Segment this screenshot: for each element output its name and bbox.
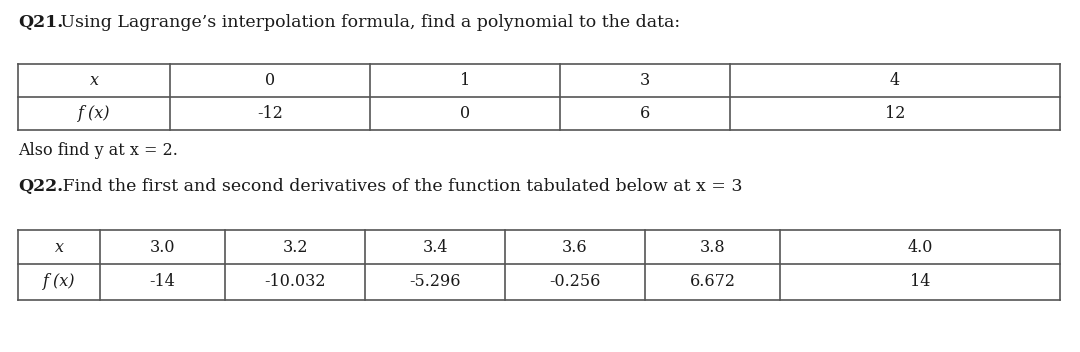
Text: Q22.: Q22. (18, 178, 63, 195)
Text: 0: 0 (265, 72, 275, 89)
Text: 6: 6 (639, 105, 650, 122)
Text: 6.672: 6.672 (689, 274, 735, 290)
Text: 0: 0 (460, 105, 470, 122)
Text: -14: -14 (149, 274, 175, 290)
Text: 3.6: 3.6 (563, 239, 588, 256)
Text: 12: 12 (885, 105, 905, 122)
Text: 4.0: 4.0 (907, 239, 933, 256)
Text: 14: 14 (909, 274, 930, 290)
Text: 1: 1 (460, 72, 470, 89)
Text: 3: 3 (639, 72, 650, 89)
Text: Using Lagrange’s interpolation formula, find a polynomial to the data:: Using Lagrange’s interpolation formula, … (55, 14, 680, 31)
Text: -5.296: -5.296 (409, 274, 461, 290)
Text: -12: -12 (257, 105, 283, 122)
Text: x: x (90, 72, 98, 89)
Text: 4: 4 (890, 72, 900, 89)
Text: Find the first and second derivatives of the function tabulated below at x = 3: Find the first and second derivatives of… (57, 178, 743, 195)
Text: f (x): f (x) (78, 105, 110, 122)
Text: 3.0: 3.0 (150, 239, 175, 256)
Text: 3.4: 3.4 (422, 239, 448, 256)
Text: -0.256: -0.256 (550, 274, 600, 290)
Text: 3.8: 3.8 (700, 239, 726, 256)
Text: 3.2: 3.2 (282, 239, 308, 256)
Text: Also find y at x = 2.: Also find y at x = 2. (18, 142, 178, 159)
Text: -10.032: -10.032 (265, 274, 326, 290)
Text: Q21.: Q21. (18, 14, 64, 31)
Text: x: x (54, 239, 64, 256)
Text: f (x): f (x) (43, 274, 76, 290)
